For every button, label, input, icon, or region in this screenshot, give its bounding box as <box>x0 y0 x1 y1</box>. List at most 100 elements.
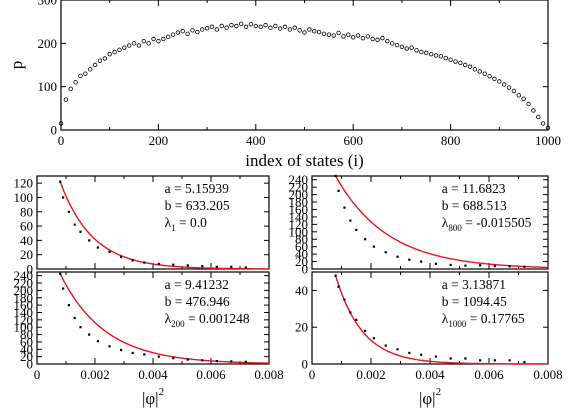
data-point <box>355 228 358 232</box>
data-point <box>122 45 127 50</box>
data-point <box>175 30 181 35</box>
data-point <box>521 96 526 101</box>
data-point <box>396 348 399 351</box>
data-point <box>79 230 82 233</box>
data-point <box>341 34 346 39</box>
y-tick-label: 240 <box>289 172 309 187</box>
data-point <box>419 49 424 55</box>
data-point <box>195 29 200 35</box>
data-point <box>443 55 448 61</box>
data-point <box>108 345 111 348</box>
data-point <box>238 21 244 27</box>
lambda-label: λ1000 = 0.17765 <box>442 311 525 329</box>
data-point <box>204 25 210 31</box>
y-tick-label: 140 <box>289 209 309 224</box>
data-point <box>62 196 65 199</box>
data-point <box>355 33 361 38</box>
data-point <box>523 361 526 364</box>
data-point <box>394 42 400 48</box>
data-point <box>180 29 185 34</box>
x-axis-label-sup: 2 <box>436 386 442 398</box>
y-tick-label: 180 <box>14 290 34 305</box>
data-point <box>79 326 82 329</box>
y-tick-label: 80 <box>295 232 308 247</box>
data-point <box>161 36 166 42</box>
y-tick-label: 120 <box>14 312 34 327</box>
data-point <box>73 316 76 320</box>
lambda-subscript: 800 <box>448 223 462 233</box>
data-point <box>88 333 91 336</box>
lambda-symbol: λ <box>165 215 172 230</box>
data-point <box>117 47 122 53</box>
y-tick-label: 40 <box>20 233 33 248</box>
y-tick-label: 160 <box>289 202 309 217</box>
data-point <box>120 255 123 258</box>
lambda-symbol: λ <box>442 215 449 230</box>
data-point <box>230 360 233 363</box>
data-point <box>108 250 111 253</box>
data-point <box>67 304 70 307</box>
data-point <box>472 67 478 72</box>
data-point <box>343 298 346 301</box>
data-point <box>463 62 468 68</box>
lambda-label: λ1 = 0.0 <box>165 215 208 233</box>
data-point <box>224 25 229 30</box>
data-point <box>230 265 233 268</box>
data-point <box>215 265 218 268</box>
data-point <box>334 274 337 277</box>
x-tick-label: 0.002 <box>356 367 385 382</box>
data-point <box>102 56 108 61</box>
data-point <box>302 30 307 35</box>
data-point <box>59 272 62 275</box>
data-point <box>545 125 551 131</box>
data-point <box>420 260 423 263</box>
data-point <box>385 38 390 44</box>
x-tick-label: 0.006 <box>474 367 504 382</box>
data-point <box>346 32 351 37</box>
fit-param-a: a = 5.15939 <box>165 181 229 196</box>
data-point <box>336 30 341 36</box>
data-point <box>434 355 437 358</box>
x-tick-label: 0 <box>34 367 41 382</box>
data-point <box>107 51 112 57</box>
y-tick-label: 100 <box>289 224 309 239</box>
x-tick-label: 0.008 <box>533 367 562 382</box>
x-tick-label: 0 <box>58 133 65 148</box>
x-axis-label: index of states (i) <box>245 151 364 170</box>
data-point <box>511 88 517 94</box>
fit-param-b: b = 633.205 <box>165 198 230 213</box>
data-point <box>372 245 376 248</box>
data-point <box>172 263 175 266</box>
data-point <box>424 50 429 56</box>
data-point <box>399 44 405 49</box>
data-point <box>170 32 176 37</box>
data-point <box>165 34 171 40</box>
data-point <box>467 64 473 69</box>
fit-param-b: b = 688.513 <box>442 198 507 213</box>
data-point <box>479 359 482 362</box>
data-point <box>157 355 160 358</box>
y-tick-label: 0 <box>27 262 34 277</box>
data-point <box>380 35 385 41</box>
plot-frame <box>60 0 549 131</box>
plot-frame <box>36 175 270 270</box>
data-point <box>326 32 332 37</box>
x-tick-label: 0 <box>309 367 316 382</box>
x-axis-label-text: index of states (i) <box>245 151 364 170</box>
data-point <box>531 108 536 113</box>
data-point <box>449 263 452 267</box>
data-point <box>248 22 254 27</box>
data-point <box>143 353 146 356</box>
lambda-value: = 0.0 <box>176 215 207 230</box>
data-point <box>201 359 204 362</box>
data-point <box>493 264 496 268</box>
data-point <box>292 25 297 30</box>
x-tick-label: 0.008 <box>254 367 283 382</box>
y-tick-label: 60 <box>20 219 33 234</box>
y-tick-label: 80 <box>20 327 33 342</box>
data-point <box>186 264 189 267</box>
data-point <box>458 60 463 66</box>
fit-param-a: a = 3.13871 <box>442 277 506 292</box>
data-point <box>277 26 283 31</box>
